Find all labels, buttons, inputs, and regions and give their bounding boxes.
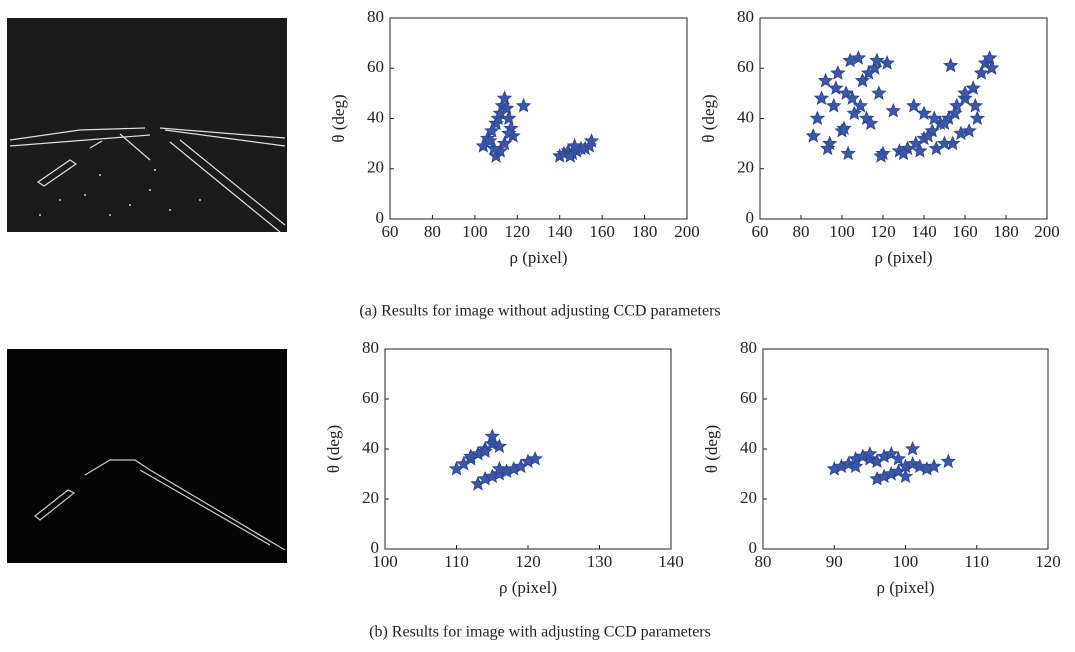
plot-frame [390, 18, 687, 219]
y-axis-label: θ (deg) [699, 94, 718, 142]
caption: (b) Results for image with adjusting CCD… [369, 624, 711, 641]
point [831, 66, 844, 79]
point [907, 99, 920, 112]
point [815, 91, 828, 104]
y-tick-label: 40 [367, 107, 384, 126]
x-tick-label: 80 [424, 222, 441, 241]
y-tick-label: 20 [740, 488, 757, 507]
point [872, 86, 885, 99]
point [944, 59, 957, 72]
x-tick-label: 120 [515, 552, 541, 571]
x-tick-label: 160 [952, 222, 978, 241]
x-axis-label: ρ (pixel) [509, 248, 567, 267]
caption: (a) Results for image without adjusting … [359, 303, 720, 320]
point [811, 112, 824, 125]
x-tick-label: 100 [462, 222, 488, 241]
x-tick-label: 60 [382, 222, 399, 241]
x-tick-label: 140 [658, 552, 684, 571]
x-tick-label: 180 [632, 222, 658, 241]
y-tick-label: 60 [367, 57, 384, 76]
y-tick-label: 80 [362, 338, 379, 357]
y-tick-label: 0 [371, 538, 380, 557]
x-tick-label: 200 [1034, 222, 1060, 241]
x-tick-label: 90 [826, 552, 843, 571]
edge-image-b [7, 349, 287, 563]
point [498, 91, 511, 104]
point [870, 54, 883, 67]
plot-frame [763, 349, 1048, 549]
point [969, 99, 982, 112]
x-axis-label: ρ (pixel) [876, 578, 934, 597]
point [827, 99, 840, 112]
point [887, 104, 900, 117]
y-axis-label: θ (deg) [324, 425, 343, 473]
y-tick-label: 40 [737, 107, 754, 126]
y-tick-label: 60 [740, 388, 757, 407]
x-tick-label: 120 [505, 222, 531, 241]
y-tick-label: 20 [367, 158, 384, 177]
x-axis-label: ρ (pixel) [499, 578, 557, 597]
x-tick-label: 180 [993, 222, 1019, 241]
point [842, 147, 855, 160]
plot-frame [385, 349, 671, 549]
figure: (a) Results for image without adjusting … [0, 0, 1075, 652]
x-tick-label: 100 [829, 222, 855, 241]
point [906, 442, 919, 455]
y-tick-label: 40 [362, 438, 379, 457]
x-tick-label: 80 [755, 552, 772, 571]
y-tick-label: 60 [737, 57, 754, 76]
x-tick-label: 130 [587, 552, 613, 571]
x-tick-label: 80 [793, 222, 810, 241]
y-axis-label: θ (deg) [329, 94, 348, 142]
y-tick-label: 0 [376, 208, 385, 227]
x-tick-label: 60 [752, 222, 769, 241]
plot-frame [760, 18, 1047, 219]
point [962, 124, 975, 137]
y-tick-label: 80 [737, 7, 754, 26]
x-tick-label: 110 [444, 552, 469, 571]
y-tick-label: 0 [746, 208, 755, 227]
x-tick-label: 160 [589, 222, 615, 241]
x-tick-label: 140 [547, 222, 573, 241]
x-tick-label: 140 [911, 222, 937, 241]
x-tick-label: 120 [870, 222, 896, 241]
y-tick-label: 80 [740, 338, 757, 357]
x-tick-label: 120 [1035, 552, 1061, 571]
point [942, 455, 955, 468]
x-tick-label: 110 [964, 552, 989, 571]
x-axis-label: ρ (pixel) [874, 248, 932, 267]
point [852, 51, 865, 64]
y-tick-label: 20 [362, 488, 379, 507]
x-tick-label: 200 [674, 222, 700, 241]
y-tick-label: 0 [749, 538, 758, 557]
point [819, 74, 832, 87]
y-tick-label: 80 [367, 7, 384, 26]
y-tick-label: 40 [740, 438, 757, 457]
y-axis-label: θ (deg) [702, 425, 721, 473]
point [517, 99, 530, 112]
x-tick-label: 100 [893, 552, 919, 571]
y-tick-label: 60 [362, 388, 379, 407]
edge-image-a [7, 18, 287, 232]
y-tick-label: 20 [737, 158, 754, 177]
point [971, 112, 984, 125]
point [807, 129, 820, 142]
